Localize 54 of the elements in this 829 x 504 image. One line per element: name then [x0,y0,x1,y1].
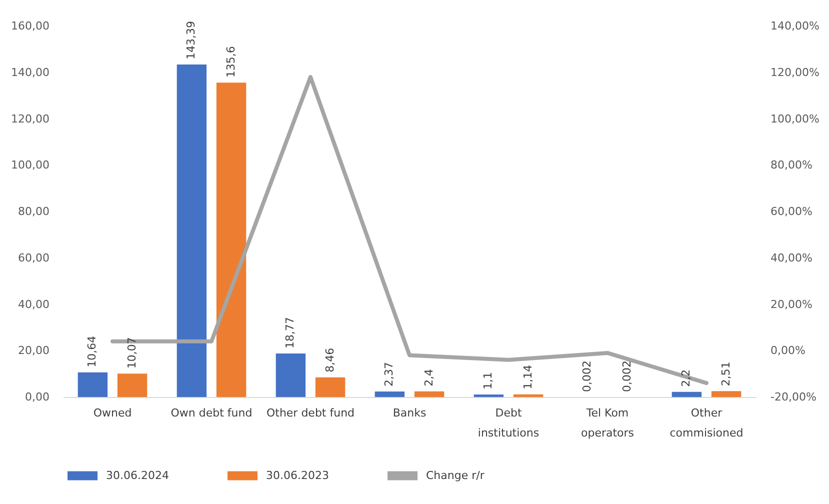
data-label: 10,07 [125,337,138,369]
y2-tick-label: -20,00% [770,390,816,404]
y2-tick-label: 140,00% [770,20,820,32]
y2-tick-label: 40,00% [770,251,812,264]
y-tick-label: 140,00 [11,66,50,79]
x-tick-label: Tel Kom operators [580,406,634,440]
data-label: 0,002 [620,360,634,392]
y-tick-label: 40,00 [18,298,50,311]
data-label: 2,4 [422,368,436,386]
y2-tick-label: 20,00% [770,298,812,311]
y-tick-label: 0,00 [25,390,50,404]
y-tick-label: 80,00 [18,205,50,218]
y2-tick-label: 100,00% [770,112,820,126]
y2-tick-label: 80,00% [770,158,812,172]
y-tick-label: 60,00 [18,251,50,264]
data-label: 18,77 [284,316,297,348]
data-label: 135,6 [224,46,238,78]
x-tick-label: Banks [392,406,426,420]
data-label: 2,51 [719,362,732,386]
bar [513,394,544,397]
x-tick-label: Other debt fund [266,406,355,420]
bar [315,377,346,397]
data-label: 0,002 [580,360,594,392]
y-tick-label: 160,00 [11,20,50,32]
y-tick-label: 20,00 [18,344,50,358]
data-label: 1,14 [521,364,534,390]
bar [276,353,306,397]
x-tick-label: Owned [93,406,132,420]
y2-tick-label: 0,00% [770,344,806,358]
bar [414,391,444,397]
data-label: 143,39 [184,21,198,60]
x-tick-label: Other commisioned [670,406,744,440]
bar [78,372,108,397]
data-label: 1,1 [482,372,495,390]
data-label: 8,46 [323,348,336,372]
y-tick-label: 100,00 [11,158,50,172]
y2-tick-label: 60,00% [770,205,812,218]
y2-tick-label: 120,00% [770,66,820,79]
x-tick-label: Debt institutions [478,406,540,440]
bar [374,392,405,397]
x-tick-label: Own debt fund [170,406,252,420]
bar [711,391,742,397]
bar [117,374,148,397]
legend-label: Change r/r [426,468,485,482]
bar [672,392,702,397]
legend-label: 30.06.2024 [106,468,169,482]
bar [176,64,207,397]
bar [216,82,246,397]
y-tick-label: 120,00 [11,112,50,126]
data-label: 10,64 [86,336,99,368]
data-label: 2,2 [680,369,693,387]
data-label: 2,37 [382,362,396,387]
bar [474,394,504,397]
legend-label: 30.06.2023 [266,468,329,482]
